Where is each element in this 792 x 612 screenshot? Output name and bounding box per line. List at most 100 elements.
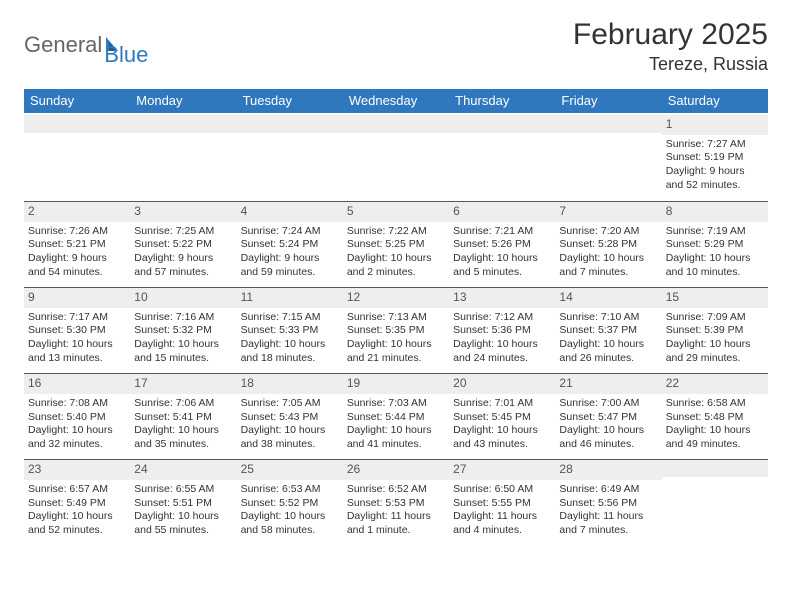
day-number: 1 [662, 115, 768, 135]
daylight2-text: and 4 minutes. [453, 524, 551, 538]
sunrise-text: Sunrise: 7:08 AM [28, 397, 126, 411]
calendar-cell: 17Sunrise: 7:06 AMSunset: 5:41 PMDayligh… [130, 371, 236, 457]
sunset-text: Sunset: 5:41 PM [134, 411, 232, 425]
day-number: 5 [343, 201, 449, 222]
sunrise-text: Sunrise: 7:13 AM [347, 311, 445, 325]
day-number: 17 [130, 373, 236, 394]
calendar-cell-empty [449, 113, 555, 199]
daylight1-text: Daylight: 10 hours [241, 424, 339, 438]
day-number: 18 [237, 373, 343, 394]
calendar-cell: 13Sunrise: 7:12 AMSunset: 5:36 PMDayligh… [449, 285, 555, 371]
week-row: 16Sunrise: 7:08 AMSunset: 5:40 PMDayligh… [24, 371, 768, 457]
sunrise-text: Sunrise: 7:21 AM [453, 225, 551, 239]
day-number: 23 [24, 459, 130, 480]
calendar-cell-empty [343, 113, 449, 199]
day-number: 7 [555, 201, 661, 222]
daylight1-text: Daylight: 10 hours [453, 424, 551, 438]
daylight2-text: and 7 minutes. [559, 266, 657, 280]
calendar-cell: 9Sunrise: 7:17 AMSunset: 5:30 PMDaylight… [24, 285, 130, 371]
day-header-monday: Monday [130, 89, 236, 113]
calendar-cell: 25Sunrise: 6:53 AMSunset: 5:52 PMDayligh… [237, 457, 343, 543]
week-row: 1Sunrise: 7:27 AMSunset: 5:19 PMDaylight… [24, 113, 768, 199]
day-header-sunday: Sunday [24, 89, 130, 113]
daylight1-text: Daylight: 10 hours [28, 510, 126, 524]
daylight2-text: and 13 minutes. [28, 352, 126, 366]
day-number: 27 [449, 459, 555, 480]
daylight2-text: and 26 minutes. [559, 352, 657, 366]
daylight1-text: Daylight: 11 hours [347, 510, 445, 524]
daylight2-text: and 21 minutes. [347, 352, 445, 366]
day-number [555, 115, 661, 133]
daylight2-text: and 43 minutes. [453, 438, 551, 452]
location: Tereze, Russia [573, 54, 768, 75]
day-number [343, 115, 449, 133]
daylight1-text: Daylight: 10 hours [666, 338, 764, 352]
day-number: 11 [237, 287, 343, 308]
day-number [237, 115, 343, 133]
day-number: 24 [130, 459, 236, 480]
sunrise-text: Sunrise: 7:09 AM [666, 311, 764, 325]
calendar-cell: 15Sunrise: 7:09 AMSunset: 5:39 PMDayligh… [662, 285, 768, 371]
sunrise-text: Sunrise: 7:26 AM [28, 225, 126, 239]
day-header-thursday: Thursday [449, 89, 555, 113]
sunset-text: Sunset: 5:37 PM [559, 324, 657, 338]
calendar-cell: 1Sunrise: 7:27 AMSunset: 5:19 PMDaylight… [662, 113, 768, 199]
sunset-text: Sunset: 5:43 PM [241, 411, 339, 425]
day-number: 13 [449, 287, 555, 308]
day-number: 15 [662, 287, 768, 308]
daylight1-text: Daylight: 10 hours [453, 252, 551, 266]
sunrise-text: Sunrise: 7:16 AM [134, 311, 232, 325]
daylight2-text: and 46 minutes. [559, 438, 657, 452]
day-number: 28 [555, 459, 661, 480]
daylight1-text: Daylight: 9 hours [241, 252, 339, 266]
week-row: 23Sunrise: 6:57 AMSunset: 5:49 PMDayligh… [24, 457, 768, 543]
day-number: 12 [343, 287, 449, 308]
sunset-text: Sunset: 5:19 PM [666, 151, 764, 165]
daylight2-text: and 59 minutes. [241, 266, 339, 280]
day-number: 4 [237, 201, 343, 222]
sunrise-text: Sunrise: 7:00 AM [559, 397, 657, 411]
sunrise-text: Sunrise: 7:10 AM [559, 311, 657, 325]
daylight1-text: Daylight: 10 hours [453, 338, 551, 352]
day-number: 14 [555, 287, 661, 308]
daylight2-text: and 35 minutes. [134, 438, 232, 452]
daylight1-text: Daylight: 9 hours [28, 252, 126, 266]
daylight1-text: Daylight: 10 hours [28, 338, 126, 352]
calendar-cell: 28Sunrise: 6:49 AMSunset: 5:56 PMDayligh… [555, 457, 661, 543]
sunset-text: Sunset: 5:25 PM [347, 238, 445, 252]
calendar-cell: 16Sunrise: 7:08 AMSunset: 5:40 PMDayligh… [24, 371, 130, 457]
daylight1-text: Daylight: 10 hours [559, 252, 657, 266]
calendar-cell: 18Sunrise: 7:05 AMSunset: 5:43 PMDayligh… [237, 371, 343, 457]
calendar-cell: 8Sunrise: 7:19 AMSunset: 5:29 PMDaylight… [662, 199, 768, 285]
day-header-tuesday: Tuesday [237, 89, 343, 113]
header: General Blue February 2025 Tereze, Russi… [24, 18, 768, 75]
day-number [130, 115, 236, 133]
day-header-row: Sunday Monday Tuesday Wednesday Thursday… [24, 89, 768, 113]
day-number [24, 115, 130, 133]
sunrise-text: Sunrise: 7:24 AM [241, 225, 339, 239]
logo-text-general: General [24, 32, 102, 58]
sunset-text: Sunset: 5:45 PM [453, 411, 551, 425]
calendar-cell: 3Sunrise: 7:25 AMSunset: 5:22 PMDaylight… [130, 199, 236, 285]
daylight1-text: Daylight: 10 hours [134, 510, 232, 524]
sunset-text: Sunset: 5:26 PM [453, 238, 551, 252]
calendar-cell: 21Sunrise: 7:00 AMSunset: 5:47 PMDayligh… [555, 371, 661, 457]
sunset-text: Sunset: 5:52 PM [241, 497, 339, 511]
daylight2-text: and 55 minutes. [134, 524, 232, 538]
logo-text-blue: Blue [104, 42, 148, 68]
daylight2-text: and 15 minutes. [134, 352, 232, 366]
sunset-text: Sunset: 5:51 PM [134, 497, 232, 511]
month-title: February 2025 [573, 18, 768, 52]
week-row: 2Sunrise: 7:26 AMSunset: 5:21 PMDaylight… [24, 199, 768, 285]
sunrise-text: Sunrise: 7:17 AM [28, 311, 126, 325]
daylight2-text: and 52 minutes. [666, 179, 764, 193]
sunset-text: Sunset: 5:24 PM [241, 238, 339, 252]
sunset-text: Sunset: 5:49 PM [28, 497, 126, 511]
calendar-cell: 7Sunrise: 7:20 AMSunset: 5:28 PMDaylight… [555, 199, 661, 285]
sunset-text: Sunset: 5:28 PM [559, 238, 657, 252]
calendar-cell: 2Sunrise: 7:26 AMSunset: 5:21 PMDaylight… [24, 199, 130, 285]
daylight1-text: Daylight: 10 hours [241, 338, 339, 352]
sunset-text: Sunset: 5:44 PM [347, 411, 445, 425]
day-number: 22 [662, 373, 768, 394]
sunset-text: Sunset: 5:56 PM [559, 497, 657, 511]
